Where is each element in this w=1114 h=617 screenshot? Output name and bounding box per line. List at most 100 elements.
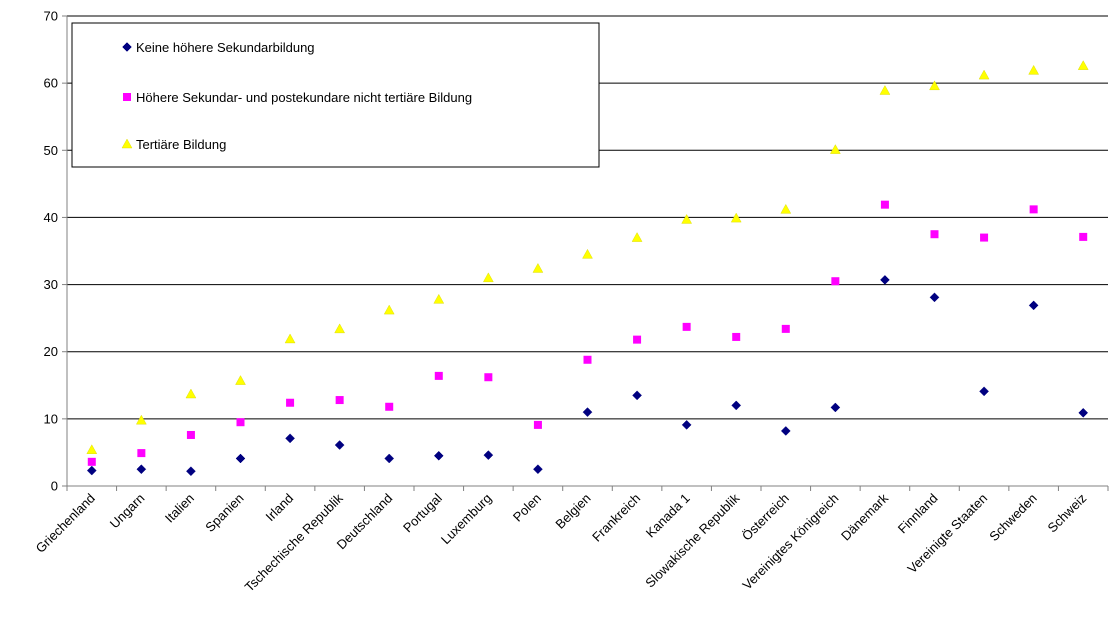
x-tick-label: Polen bbox=[510, 491, 544, 525]
data-point bbox=[830, 402, 841, 413]
x-tick-label: Ungarn bbox=[107, 491, 148, 532]
data-point bbox=[186, 466, 196, 477]
x-tick-label: Luxemburg bbox=[438, 491, 495, 548]
data-point bbox=[780, 426, 791, 436]
legend-marker bbox=[123, 93, 131, 101]
data-point bbox=[384, 453, 395, 464]
x-tick-label: Finnland bbox=[895, 491, 941, 537]
data-point bbox=[483, 450, 494, 460]
y-tick-label: 60 bbox=[44, 76, 58, 91]
data-point bbox=[236, 418, 245, 427]
data-point bbox=[1028, 64, 1039, 75]
data-point bbox=[929, 80, 940, 91]
data-point bbox=[681, 420, 692, 430]
data-point bbox=[781, 324, 790, 333]
x-tick-label: Irland bbox=[263, 491, 297, 525]
y-tick-label: 20 bbox=[44, 344, 58, 359]
x-tick-label: Schweden bbox=[986, 491, 1040, 545]
x-tick-label: Spanien bbox=[202, 491, 246, 535]
data-point bbox=[235, 375, 246, 385]
x-tick-label: Belgien bbox=[552, 491, 593, 532]
data-point bbox=[831, 277, 840, 286]
x-tick-label: Italien bbox=[162, 491, 197, 526]
x-tick-label: Portugal bbox=[400, 490, 445, 535]
data-point bbox=[830, 144, 841, 154]
data-point bbox=[681, 214, 692, 224]
data-point bbox=[730, 212, 742, 223]
data-point bbox=[780, 203, 792, 214]
legend: Keine höhere Sekundarbildung Höhere Sekun… bbox=[71, 22, 600, 168]
x-tick-label: Frankreich bbox=[589, 491, 643, 545]
y-tick-label: 10 bbox=[44, 411, 58, 426]
data-point bbox=[732, 332, 741, 341]
data-point bbox=[483, 272, 494, 283]
y-tick-label: 50 bbox=[44, 143, 58, 158]
data-point bbox=[433, 450, 444, 461]
data-point bbox=[434, 371, 443, 380]
legend-label: Tertiäre Bildung bbox=[136, 137, 226, 152]
data-point bbox=[880, 200, 889, 209]
data-point bbox=[929, 292, 940, 303]
series-2 bbox=[87, 200, 1088, 466]
x-tick-label: Österreich bbox=[739, 491, 792, 544]
data-point bbox=[1079, 232, 1088, 241]
series-3 bbox=[86, 60, 1089, 454]
y-tick-label: 70 bbox=[44, 9, 58, 24]
data-point bbox=[879, 85, 891, 95]
data-point bbox=[286, 398, 295, 407]
data-point bbox=[1078, 407, 1089, 418]
x-tick-label: Griechenland bbox=[33, 491, 98, 556]
axes bbox=[62, 15, 1109, 491]
data-point bbox=[1028, 300, 1039, 311]
x-tick-label: Dänemark bbox=[838, 490, 891, 543]
data-point bbox=[930, 230, 939, 239]
data-point bbox=[284, 333, 296, 344]
data-point bbox=[185, 388, 197, 399]
data-point bbox=[334, 323, 345, 334]
data-point bbox=[137, 449, 146, 458]
x-tick-label: Vereinigtes Königreich bbox=[739, 491, 841, 593]
data-point bbox=[979, 386, 989, 397]
data-point bbox=[136, 464, 147, 475]
y-tick-label: 40 bbox=[44, 210, 58, 225]
x-tick-label: Schweiz bbox=[1044, 491, 1089, 536]
data-point bbox=[385, 402, 394, 411]
data-point bbox=[633, 335, 642, 344]
data-point bbox=[285, 433, 295, 444]
data-point bbox=[484, 373, 493, 382]
data-point bbox=[632, 390, 642, 401]
data-point bbox=[335, 396, 344, 405]
data-point bbox=[582, 248, 593, 259]
data-point bbox=[1029, 205, 1038, 214]
legend-marker bbox=[121, 138, 133, 149]
data-point bbox=[1077, 60, 1089, 70]
x-tick-label: Tschechische Republik bbox=[242, 490, 346, 594]
y-tick-label: 0 bbox=[51, 479, 58, 494]
data-point bbox=[86, 465, 97, 476]
data-point bbox=[136, 414, 147, 425]
data-point bbox=[682, 322, 691, 331]
data-point bbox=[334, 440, 345, 450]
data-points bbox=[86, 60, 1089, 477]
data-point bbox=[235, 453, 246, 464]
data-point bbox=[978, 69, 990, 80]
data-point bbox=[533, 464, 543, 475]
x-tick-label: Kanada 1 bbox=[643, 491, 693, 541]
data-point bbox=[880, 275, 890, 285]
data-point bbox=[87, 457, 96, 466]
data-point bbox=[433, 293, 445, 304]
data-point bbox=[631, 232, 643, 242]
legend-label: Keine höhere Sekundarbildung bbox=[136, 40, 315, 55]
legend-marker bbox=[122, 42, 132, 52]
series-1 bbox=[86, 275, 1089, 477]
legend-label: Höhere Sekundar- und postekundare nicht … bbox=[136, 90, 472, 105]
y-tick-label: 30 bbox=[44, 277, 58, 292]
data-point bbox=[383, 304, 395, 315]
data-point bbox=[980, 233, 989, 242]
data-point bbox=[186, 430, 195, 439]
data-point bbox=[731, 400, 742, 411]
legend-box bbox=[71, 22, 600, 168]
data-point bbox=[86, 444, 98, 454]
